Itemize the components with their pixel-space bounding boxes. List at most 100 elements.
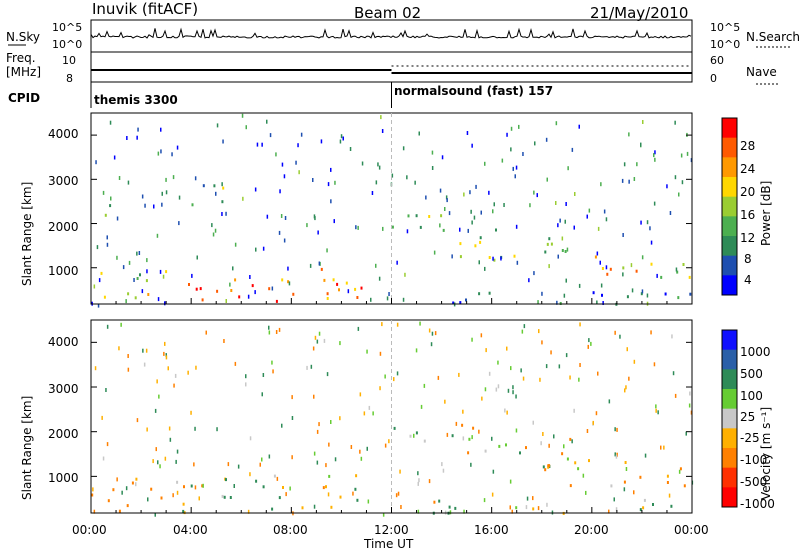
xtick-label: 04:00 bbox=[173, 523, 208, 537]
echo-cell bbox=[106, 324, 109, 329]
echo-cell bbox=[328, 474, 331, 478]
echo-cell bbox=[523, 324, 526, 329]
echo-cell bbox=[601, 293, 603, 297]
echo-cell bbox=[287, 280, 290, 284]
velocity-colorbar-segment bbox=[722, 389, 737, 410]
echo-cell bbox=[318, 261, 321, 266]
echo-cell bbox=[127, 180, 130, 185]
echo-cell bbox=[205, 330, 207, 335]
echo-cell bbox=[605, 265, 608, 270]
echo-cell bbox=[269, 133, 272, 138]
echo-cell bbox=[327, 182, 330, 187]
freq-label: Freq. bbox=[6, 51, 36, 65]
echo-cell bbox=[349, 147, 352, 151]
echo-cell bbox=[406, 229, 409, 234]
echo-cell bbox=[561, 236, 564, 241]
echo-cell bbox=[368, 405, 371, 410]
echo-cell bbox=[109, 204, 112, 208]
echo-cell bbox=[431, 331, 434, 336]
echo-cell bbox=[316, 429, 319, 434]
echo-cell bbox=[384, 443, 387, 448]
echo-cell bbox=[484, 449, 487, 453]
velocity-colorbar-segment bbox=[722, 369, 737, 390]
echo-cell bbox=[513, 254, 516, 258]
power-colorbar-segment bbox=[722, 255, 737, 276]
echo-cell bbox=[334, 180, 336, 185]
echo-cell bbox=[588, 208, 591, 213]
echo-cell bbox=[326, 297, 329, 300]
echo-cell bbox=[291, 395, 293, 400]
echo-cell bbox=[420, 404, 423, 409]
echo-cell bbox=[439, 223, 441, 228]
echo-cell bbox=[624, 461, 627, 464]
echo-cell bbox=[136, 277, 139, 280]
echo-cell bbox=[441, 462, 443, 467]
echo-cell bbox=[532, 507, 535, 511]
cpid-segment-2: normalsound (fast) 157 bbox=[394, 84, 554, 98]
echo-cell bbox=[454, 506, 457, 510]
echo-cell bbox=[451, 254, 453, 259]
echo-cell bbox=[395, 493, 398, 498]
echo-cell bbox=[318, 422, 320, 427]
echo-cell bbox=[516, 260, 519, 265]
echo-cell bbox=[397, 491, 400, 496]
echo-cell bbox=[483, 498, 486, 503]
echo-cell bbox=[566, 247, 569, 252]
echo-cell bbox=[328, 442, 330, 447]
echo-cell bbox=[484, 161, 486, 166]
echo-cell bbox=[330, 199, 332, 204]
echo-cell bbox=[418, 131, 420, 136]
echo-cell bbox=[639, 475, 642, 479]
echo-cell bbox=[242, 196, 244, 201]
echo-cell bbox=[300, 132, 303, 137]
echo-cell bbox=[363, 411, 366, 416]
echo-cell bbox=[110, 196, 112, 201]
echo-cell bbox=[509, 505, 511, 510]
echo-cell bbox=[316, 460, 319, 465]
echo-cell bbox=[537, 506, 540, 511]
echo-cell bbox=[287, 266, 289, 271]
echo-cell bbox=[345, 281, 348, 285]
echo-cell bbox=[571, 147, 574, 152]
echo-cell bbox=[171, 152, 173, 157]
echo-cell bbox=[600, 182, 602, 187]
echo-cell bbox=[506, 132, 508, 137]
echo-cell bbox=[439, 188, 442, 193]
power-cbar-tick: 8 bbox=[744, 252, 752, 266]
echo-cell bbox=[382, 226, 384, 231]
echo-cell bbox=[488, 256, 491, 259]
power-cbar-tick: 28 bbox=[740, 139, 756, 153]
echo-cell bbox=[567, 166, 569, 171]
velocity-echo-cells bbox=[91, 321, 694, 517]
echo-cell bbox=[199, 287, 202, 291]
echo-cell bbox=[419, 321, 421, 326]
echo-cell bbox=[143, 362, 146, 367]
echo-cell bbox=[381, 322, 383, 327]
echo-cell bbox=[532, 420, 534, 425]
echo-cell bbox=[233, 484, 235, 488]
echo-cell bbox=[322, 486, 325, 490]
echo-cell bbox=[122, 265, 125, 270]
echo-cell bbox=[479, 236, 482, 240]
velocity-colorbar-segment bbox=[722, 448, 737, 469]
echo-cell bbox=[548, 464, 551, 468]
echo-cell bbox=[221, 494, 224, 498]
echo-cell bbox=[157, 151, 160, 156]
echo-cell bbox=[446, 432, 449, 437]
nsky-tick-bottom: 10^0 bbox=[52, 38, 83, 51]
echo-cell bbox=[563, 444, 565, 449]
echo-cell bbox=[275, 299, 278, 303]
nsearch-tick-bottom: 10^0 bbox=[710, 38, 741, 51]
echo-cell bbox=[283, 174, 286, 179]
echo-cell bbox=[671, 334, 673, 339]
echo-cell bbox=[479, 240, 482, 244]
echo-cell bbox=[677, 296, 680, 300]
power-echo-cells bbox=[91, 113, 693, 308]
echo-cell bbox=[541, 340, 543, 345]
vel-ytick-4000: 4000 bbox=[48, 335, 79, 349]
echo-cell bbox=[418, 478, 420, 483]
echo-cell bbox=[241, 113, 244, 118]
nave-tick-top: 60 bbox=[710, 54, 724, 67]
echo-cell bbox=[173, 383, 175, 388]
echo-cell bbox=[423, 439, 426, 443]
